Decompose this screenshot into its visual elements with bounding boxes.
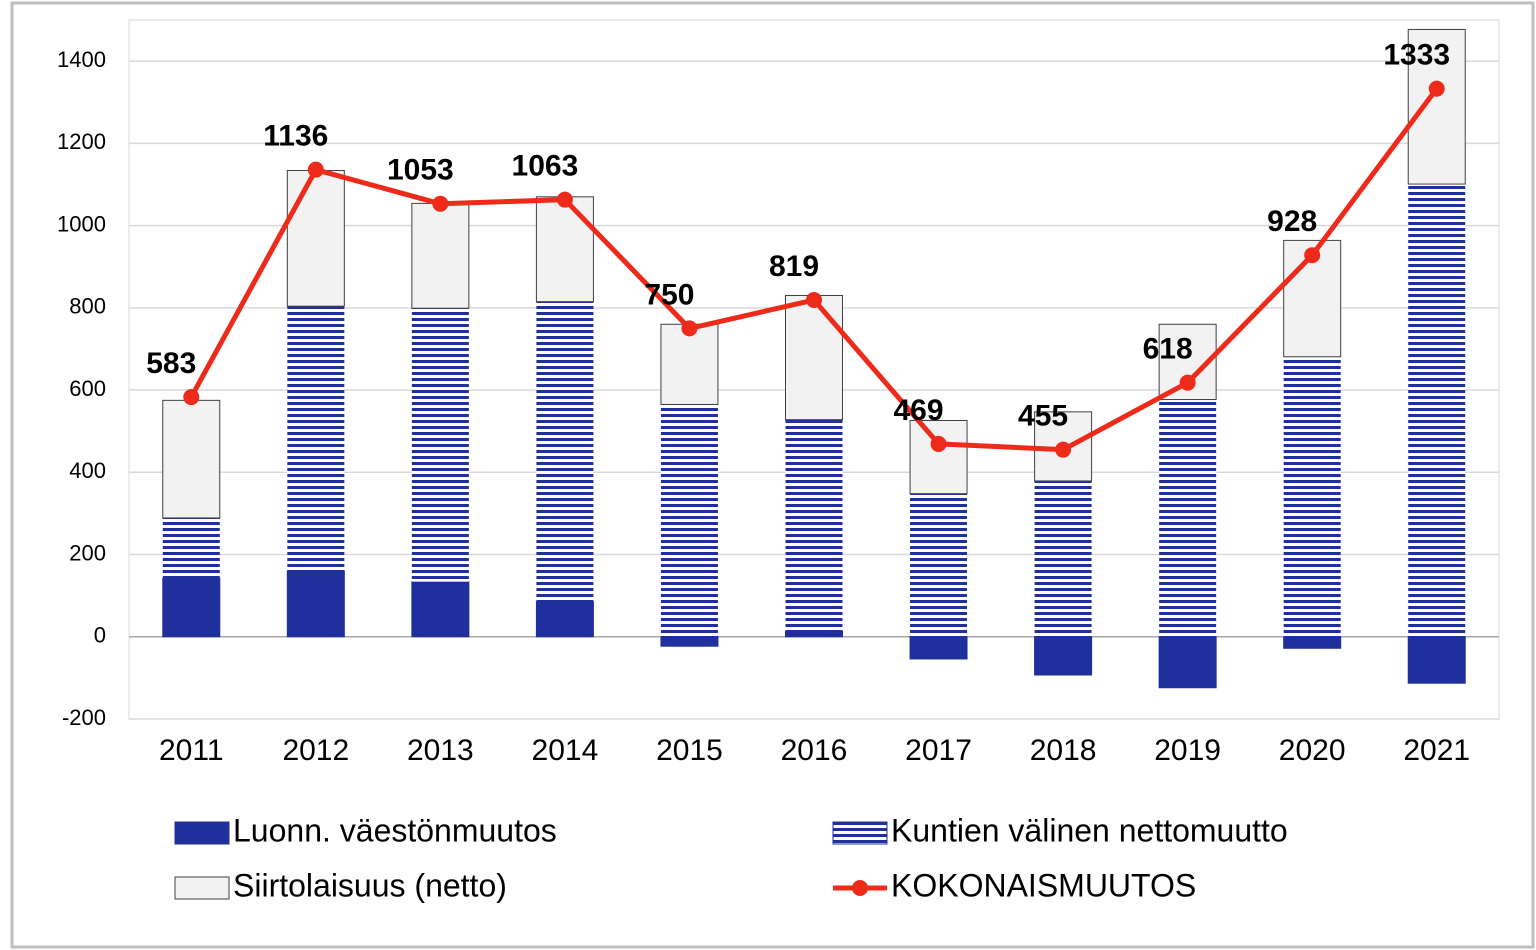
- data-label: 618: [1143, 333, 1193, 366]
- data-label: 819: [769, 250, 819, 283]
- x-tick-label: 2011: [159, 734, 224, 767]
- legend-swatch: [174, 876, 230, 900]
- bar-segment: [411, 581, 470, 638]
- line-point: [1428, 80, 1445, 97]
- bar-segment: [286, 169, 345, 307]
- bar-segment: [1034, 636, 1093, 676]
- bar-segment: [411, 202, 470, 309]
- x-tick-label: 2018: [1030, 734, 1097, 767]
- y-tick-label: 1400: [57, 47, 106, 72]
- data-label: 1333: [1383, 39, 1450, 72]
- bar-segment: [1407, 28, 1466, 185]
- legend-label: KOKONAISMUUTOS: [891, 867, 1196, 903]
- x-tick-label: 2019: [1154, 734, 1221, 767]
- line-point: [930, 435, 947, 452]
- frame: [10, 1, 1535, 949]
- y-tick-label: 600: [69, 376, 106, 401]
- bar-segment: [1407, 636, 1466, 684]
- bar-segment: [536, 301, 594, 602]
- data-label: 1053: [387, 154, 454, 187]
- line-point: [307, 161, 324, 178]
- bar-segment: [1408, 184, 1466, 637]
- bar-segment: [286, 570, 345, 638]
- x-tick-label: 2021: [1403, 734, 1470, 767]
- legend-label: Siirtolaisuus (netto): [233, 867, 507, 903]
- line-point: [806, 292, 822, 309]
- x-tick-label: 2013: [407, 734, 474, 767]
- x-tick-label: 2014: [532, 734, 599, 767]
- bar-segment: [785, 294, 843, 421]
- legend-swatch: [832, 821, 888, 845]
- bar-segment: [535, 196, 594, 303]
- bar-segment: [162, 399, 221, 519]
- line-point: [1304, 247, 1321, 264]
- data-label: 1136: [263, 120, 328, 153]
- data-label: 750: [644, 278, 694, 311]
- bar-segment: [660, 323, 719, 405]
- line-point: [432, 195, 449, 212]
- line-point: [183, 389, 200, 406]
- data-label: 583: [146, 347, 196, 380]
- y-tick-label: 0: [94, 623, 106, 648]
- bar-segment: [909, 419, 968, 495]
- line-point: [1179, 374, 1196, 391]
- bar-segment: [1158, 636, 1217, 689]
- x-tick-label: 2012: [282, 734, 349, 767]
- y-tick-label: 200: [69, 540, 106, 565]
- bar-segment: [660, 404, 718, 637]
- bar-segment: [909, 636, 968, 660]
- legend-label: Luonn. väestönmuutos: [233, 812, 557, 848]
- data-label: 455: [1018, 400, 1068, 433]
- y-tick-label: 1200: [57, 129, 106, 154]
- bar-segment: [785, 630, 843, 638]
- bar-segment: [785, 419, 843, 632]
- x-tick-label: 2016: [781, 734, 848, 767]
- data-label: 928: [1267, 205, 1317, 238]
- bar-segment: [910, 493, 968, 637]
- x-tick-label: 2020: [1279, 734, 1346, 767]
- bar-segment: [1034, 480, 1092, 637]
- bar-segment: [287, 306, 345, 571]
- bar-segment: [162, 517, 220, 579]
- line-point: [1055, 441, 1072, 458]
- bar-segment: [535, 601, 594, 638]
- bar-segment: [1283, 356, 1341, 637]
- bar-segment: [411, 308, 469, 582]
- bar-segment: [1283, 636, 1342, 649]
- y-tick-label: 1000: [57, 211, 106, 236]
- x-tick-label: 2017: [905, 734, 972, 767]
- legend-swatch: [852, 880, 868, 896]
- legend-swatch: [174, 821, 230, 845]
- bar-segment: [660, 636, 719, 647]
- bar-segment: [162, 577, 221, 638]
- y-tick-label: -200: [62, 705, 106, 730]
- line-point: [681, 320, 698, 337]
- bar-segment: [1159, 399, 1217, 637]
- data-label: 469: [894, 394, 944, 427]
- line-point: [556, 191, 573, 208]
- y-tick-label: 800: [69, 294, 106, 319]
- y-tick-label: 400: [69, 458, 106, 483]
- x-tick-label: 2015: [656, 734, 723, 767]
- legend-label: Kuntien välinen nettomuutto: [891, 812, 1288, 848]
- data-label: 1063: [512, 150, 579, 183]
